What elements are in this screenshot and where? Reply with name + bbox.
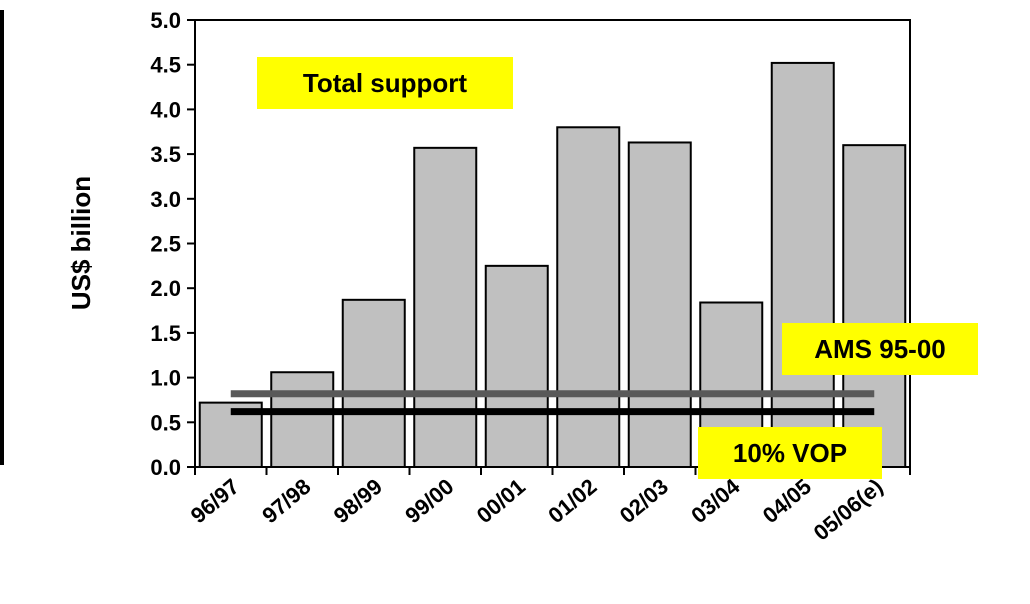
vop-label-box: [698, 427, 882, 479]
y-tick-label: 2.0: [150, 276, 181, 301]
x-tick-label: 97/98: [257, 474, 315, 529]
bar-9899: [341, 298, 406, 468]
ams-label-box: [782, 323, 978, 375]
y-tick-label: 0.0: [150, 455, 181, 480]
y-axis: 0.0 0.5 1.0 1.5 2.0 2.5 3.0 3.5 4.0 4.5 5.0: [150, 8, 195, 480]
bar-0102: [556, 126, 621, 468]
x-tick-label: 02/03: [615, 474, 673, 529]
x-tick-label: 96/97: [186, 474, 244, 529]
x-tick-label: 00/01: [472, 474, 530, 529]
bar-9900: [413, 146, 478, 468]
ams-label: AMS 95-00: [814, 334, 946, 364]
bars-group: [198, 61, 907, 469]
y-tick-label: 4.0: [150, 97, 181, 122]
reference-lines-group: [230, 390, 875, 416]
y-tick-label: 2.5: [150, 232, 181, 257]
y-tick-label: 1.5: [150, 321, 181, 346]
y-tick-label: 3.0: [150, 187, 181, 212]
vop-label: 10% VOP: [733, 438, 847, 468]
x-tick-label: 04/05: [758, 474, 816, 529]
x-tick-label: 01/02: [543, 474, 601, 529]
bar-0203: [627, 141, 692, 468]
y-axis-title: US$ billion: [66, 176, 96, 310]
bar-0405: [770, 61, 835, 469]
y-tick-label: 0.5: [150, 410, 181, 435]
y-tick-label: 5.0: [150, 8, 181, 33]
y-tick-label: 1.0: [150, 366, 181, 391]
total-support-label: Total support: [303, 68, 468, 98]
x-tick-label: 98/99: [329, 474, 387, 529]
bar-0506e: [842, 144, 907, 468]
y-tick-label: 3.5: [150, 142, 181, 167]
left-frame-edge: [0, 10, 4, 465]
x-tick-label: 05/06(e): [809, 474, 888, 546]
y-tick-label: 4.5: [150, 53, 181, 78]
x-tick-label: 99/00: [400, 474, 458, 529]
total-support-label-box: [257, 57, 513, 109]
x-tick-label: 03/04: [686, 473, 745, 528]
bar-9798: [270, 371, 335, 468]
annotations-group: Total support AMS 95-00 10% VOP: [257, 57, 978, 479]
bar-0001: [484, 264, 549, 468]
